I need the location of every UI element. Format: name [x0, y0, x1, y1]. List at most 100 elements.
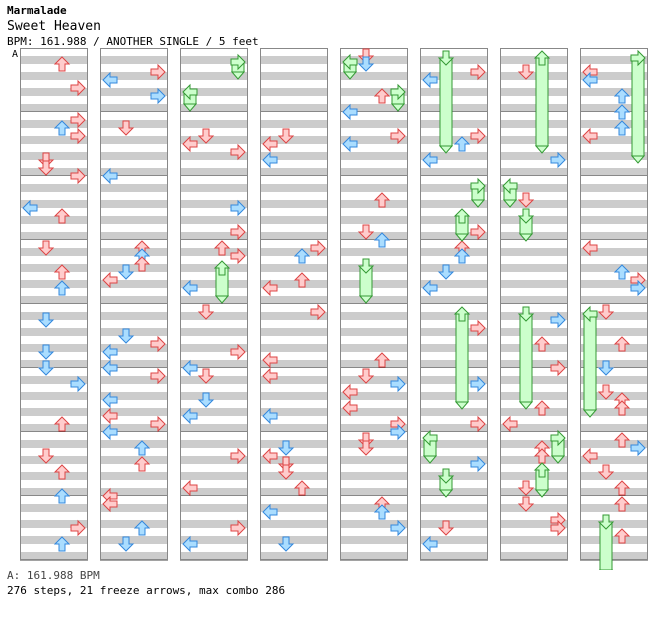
- step-chart: A: [12, 48, 648, 570]
- arrow-up-icon: [53, 488, 71, 504]
- arrow-left-icon: [262, 135, 278, 153]
- arrow-up-icon: [53, 536, 71, 552]
- arrow-left-icon: [182, 279, 198, 297]
- arrow-down-icon: [37, 160, 55, 176]
- arrow-left-icon: [422, 151, 438, 169]
- arrow-right-icon: [470, 455, 486, 473]
- arrow-right-icon: [150, 415, 166, 433]
- arrow-right-icon: [630, 279, 646, 297]
- arrow-right-icon: [70, 167, 86, 185]
- arrow-right-icon: [550, 359, 566, 377]
- arrow-up-icon: [613, 480, 631, 496]
- arrow-left-icon: [102, 423, 118, 441]
- arrow-up-icon: [373, 232, 391, 248]
- arrow-left-icon: [582, 239, 598, 257]
- arrow-left-icon: [582, 447, 598, 465]
- arrow-right-icon: [310, 239, 326, 257]
- arrow-right-icon: [550, 519, 566, 537]
- freeze-arrow: [533, 462, 551, 498]
- arrow-right-icon: [230, 199, 246, 217]
- arrow-right-icon: [230, 143, 246, 161]
- freeze-arrow: [533, 50, 551, 154]
- chart-column: [20, 48, 88, 561]
- freeze-arrow: [470, 177, 486, 208]
- arrow-up-icon: [373, 192, 391, 208]
- arrow-up-icon: [213, 240, 231, 256]
- arrow-down-icon: [597, 464, 615, 480]
- arrow-right-icon: [150, 367, 166, 385]
- arrow-up-icon: [53, 208, 71, 224]
- arrow-right-icon: [150, 335, 166, 353]
- arrow-up-icon: [53, 464, 71, 480]
- arrow-up-icon: [613, 528, 631, 544]
- arrow-up-icon: [373, 352, 391, 368]
- arrow-down-icon: [357, 368, 375, 384]
- arrow-left-icon: [102, 359, 118, 377]
- arrow-left-icon: [102, 391, 118, 409]
- arrow-down-icon: [437, 520, 455, 536]
- freeze-arrow: [550, 429, 566, 464]
- arrow-right-icon: [470, 319, 486, 337]
- arrow-down-icon: [597, 304, 615, 320]
- chart-column: [420, 48, 488, 561]
- arrow-down-icon: [197, 392, 215, 408]
- arrow-right-icon: [390, 375, 406, 393]
- arrow-right-icon: [390, 519, 406, 537]
- arrow-left-icon: [582, 71, 598, 89]
- freeze-arrow: [390, 83, 406, 112]
- arrow-left-icon: [262, 503, 278, 521]
- arrow-right-icon: [150, 87, 166, 105]
- arrow-up-icon: [533, 400, 551, 416]
- arrow-left-icon: [262, 151, 278, 169]
- arrow-left-icon: [262, 407, 278, 425]
- freeze-arrow: [182, 83, 198, 112]
- arrow-left-icon: [102, 271, 118, 289]
- arrow-down-icon: [117, 120, 135, 136]
- arrow-right-icon: [70, 127, 86, 145]
- arrow-right-icon: [230, 447, 246, 465]
- arrow-up-icon: [293, 480, 311, 496]
- arrow-up-icon: [133, 520, 151, 536]
- arrow-down-icon: [197, 368, 215, 384]
- arrow-left-icon: [342, 103, 358, 121]
- arrow-right-icon: [70, 79, 86, 97]
- chart-column: [580, 48, 648, 561]
- arrow-up-icon: [53, 56, 71, 72]
- arrow-left-icon: [342, 135, 358, 153]
- arrow-up-icon: [53, 280, 71, 296]
- freeze-arrow: [342, 53, 358, 80]
- freeze-arrow: [502, 177, 518, 208]
- chart-column: [260, 48, 328, 561]
- arrow-down-icon: [277, 536, 295, 552]
- arrow-up-icon: [373, 88, 391, 104]
- arrow-left-icon: [342, 399, 358, 417]
- arrow-down-icon: [37, 312, 55, 328]
- arrow-down-icon: [597, 360, 615, 376]
- freeze-arrow: [630, 49, 646, 164]
- freeze-arrow: [517, 306, 535, 410]
- arrow-right-icon: [390, 423, 406, 441]
- arrow-left-icon: [182, 135, 198, 153]
- arrow-right-icon: [550, 311, 566, 329]
- arrow-up-icon: [613, 432, 631, 448]
- freeze-arrow: [437, 468, 455, 498]
- chart-stats: 276 steps, 21 freeze arrows, max combo 2…: [7, 584, 286, 597]
- arrow-up-icon: [53, 264, 71, 280]
- freeze-arrow: [357, 258, 375, 304]
- freeze-arrow: [437, 50, 455, 154]
- arrow-down-icon: [277, 464, 295, 480]
- arrow-left-icon: [102, 495, 118, 513]
- arrow-down-icon: [37, 344, 55, 360]
- arrow-right-icon: [70, 519, 86, 537]
- bpm-legend: A: 161.988 BPM: [7, 569, 100, 582]
- arrow-left-icon: [182, 479, 198, 497]
- arrow-up-icon: [613, 88, 631, 104]
- arrow-down-icon: [37, 240, 55, 256]
- arrow-right-icon: [230, 343, 246, 361]
- arrow-down-icon: [517, 192, 535, 208]
- freeze-arrow: [213, 260, 231, 304]
- arrow-down-icon: [117, 536, 135, 552]
- arrow-up-icon: [613, 264, 631, 280]
- arrow-down-icon: [117, 264, 135, 280]
- arrow-up-icon: [133, 256, 151, 272]
